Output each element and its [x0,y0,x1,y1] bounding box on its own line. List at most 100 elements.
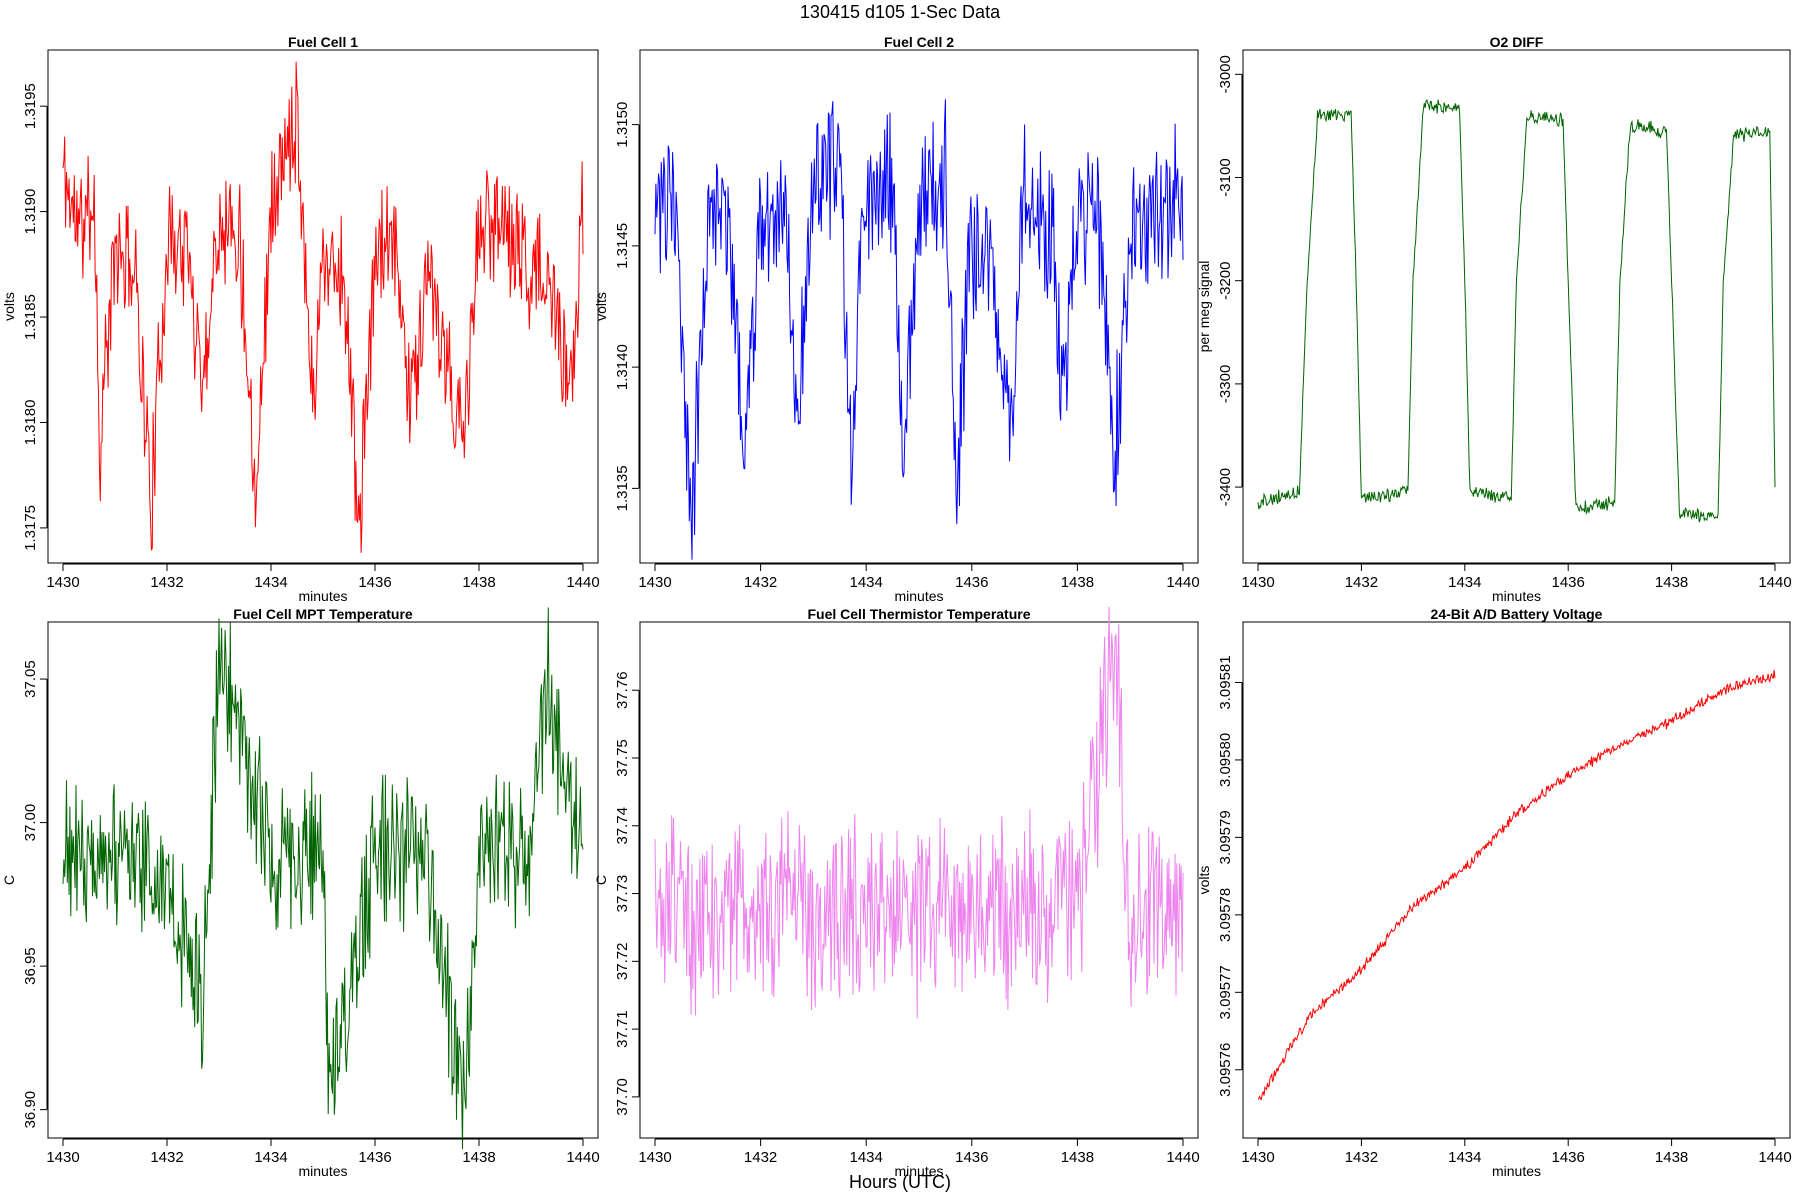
y-tick-label: 1.3195 [22,83,39,129]
y-tick-label: -3300 [1217,365,1234,403]
y-axis-title: per meg signal [1196,261,1212,353]
y-axis-title: C [593,875,609,885]
panel-title: Fuel Cell MPT Temperature [233,606,413,622]
x-axis-title: minutes [298,588,347,604]
x-tick-label: 1438 [1655,1149,1688,1166]
y-tick-label: 37.71 [614,1010,631,1048]
x-tick-label: 1434 [254,1149,287,1166]
x-tick-label: 1430 [638,1149,671,1166]
x-tick-label: 1430 [46,1149,79,1166]
y-tick-label: 3.09581 [1217,655,1234,709]
y-axis-title: C [1,875,17,885]
y-tick-label: 37.05 [22,660,39,698]
x-tick-label: 1432 [150,574,183,591]
x-tick-label: 1434 [1448,574,1481,591]
y-tick-label: -3100 [1217,158,1234,196]
y-tick-label: -3200 [1217,262,1234,300]
y-tick-label: 1.3145 [614,223,631,269]
x-tick-label: 1438 [1061,1149,1094,1166]
x-tick-label: 1438 [462,1149,495,1166]
y-tick-label: -3400 [1217,468,1234,506]
panel-title: O2 DIFF [1490,34,1544,50]
panel-title: Fuel Cell 1 [288,34,358,50]
panel-title: Fuel Cell Thermistor Temperature [807,606,1030,622]
x-tick-label: 1432 [1345,1149,1378,1166]
chart-panel-6: 24-Bit A/D Battery Voltage 1430 1432 1434 14… [1196,606,1792,1179]
series-line [62,61,584,553]
x-tick-label: 1430 [46,574,79,591]
x-axis-title: minutes [894,588,943,604]
y-tick-label: 3.09580 [1217,733,1234,787]
x-tick-label: 1440 [1758,1149,1791,1166]
y-tick-label: 36.95 [22,947,39,985]
y-tick-label: 37.70 [614,1078,631,1116]
chart-panel-2: Fuel Cell 2 1430 1432 1434 1436 1438 1440 minut… [593,34,1200,604]
x-tick-label: 1432 [744,1149,777,1166]
x-tick-label: 1436 [955,1149,988,1166]
y-tick-label: 36.90 [22,1091,39,1129]
y-tick-label: 1.3190 [22,189,39,235]
y-axis-title: volts [1,292,17,321]
y-tick-label: 37.00 [22,804,39,842]
x-axis-title: minutes [1492,1163,1541,1179]
x-tick-label: 1436 [1552,1149,1585,1166]
y-tick-label: 1.3175 [22,505,39,551]
series-line [654,99,1184,560]
x-axis-title: minutes [298,1163,347,1179]
x-tick-label: 1432 [744,574,777,591]
x-tick-label: 1434 [254,574,287,591]
x-tick-label: 1434 [1448,1149,1481,1166]
panel-title: 24-Bit A/D Battery Voltage [1431,606,1603,622]
x-tick-label: 1430 [1241,574,1274,591]
y-tick-label: 3.09579 [1217,810,1234,864]
y-tick-label: 1.3135 [614,465,631,511]
y-tick-label: 37.74 [614,807,631,845]
y-tick-label: 3.09576 [1217,1043,1234,1097]
x-axis-title: minutes [1492,588,1541,604]
series-line [654,606,1184,1019]
y-axis-title: volts [593,292,609,321]
y-tick-label: 37.73 [614,875,631,913]
panel-title: Fuel Cell 2 [884,34,954,50]
panel-grid: Fuel Cell 1 1430 1432 1434 1436 1438 1440 minut… [1,34,1792,1179]
x-tick-label: 1432 [150,1149,183,1166]
x-tick-label: 1440 [566,574,599,591]
figure-footer-label: Hours (UTC) [849,1172,951,1192]
y-tick-label: 1.3180 [22,400,39,446]
plot-frame [47,49,599,564]
x-tick-label: 1430 [638,574,671,591]
y-tick-label: -3000 [1217,55,1234,93]
plot-frame [639,621,1199,1139]
y-tick-label: 1.3140 [614,344,631,390]
figure-title: 130415 d105 1-Sec Data [800,2,1001,22]
y-tick-label: 37.75 [614,739,631,777]
x-tick-label: 1436 [358,1149,391,1166]
x-tick-label: 1436 [955,574,988,591]
chart-panel-5: Fuel Cell Thermistor Temperature 1430 1432… [593,606,1200,1179]
x-tick-label: 1434 [850,574,883,591]
series-line [1257,99,1776,523]
plot-frame [47,621,599,1139]
x-tick-label: 1436 [1552,574,1585,591]
x-tick-label: 1438 [462,574,495,591]
y-tick-label: 3.09577 [1217,965,1234,1019]
x-tick-label: 1440 [1166,1149,1199,1166]
x-tick-label: 1434 [850,1149,883,1166]
x-tick-label: 1438 [1061,574,1094,591]
x-tick-label: 1440 [566,1149,599,1166]
series-line [62,607,584,1150]
chart-panel-1: Fuel Cell 1 1430 1432 1434 1436 1438 1440 minut… [1,34,600,604]
x-tick-label: 1440 [1758,574,1791,591]
y-tick-label: 37.72 [614,943,631,981]
x-tick-label: 1440 [1166,574,1199,591]
plot-frame [1242,621,1791,1139]
y-tick-label: 37.76 [614,671,631,709]
y-tick-label: 1.3185 [22,294,39,340]
y-tick-label: 3.09578 [1217,888,1234,942]
plot-frame [639,49,1199,564]
y-tick-label: 1.3150 [614,102,631,148]
chart-panel-3: O2 DIFF 1430 1432 1434 1436 1438 1440 minutes -3… [1196,34,1792,604]
chart-panel-4: Fuel Cell MPT Temperature 1430 1432 1434 143… [1,606,600,1179]
x-tick-label: 1430 [1241,1149,1274,1166]
